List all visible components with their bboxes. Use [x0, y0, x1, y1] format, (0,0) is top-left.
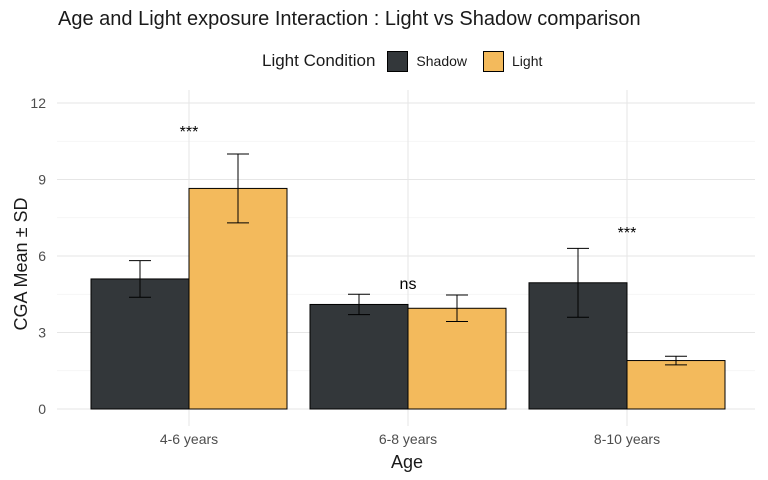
- bar-light-0: [188, 187, 288, 410]
- y-tick-label: 12: [30, 95, 46, 111]
- y-tick-label: 0: [38, 401, 46, 417]
- legend-key-light: [483, 50, 505, 72]
- errorbars-layer: [129, 153, 687, 366]
- bar-light-2: [626, 360, 726, 410]
- legend-title: Light Condition: [262, 51, 376, 70]
- x-tick-label: 6-8 years: [379, 431, 437, 447]
- chart-title: Age and Light exposure Interaction : Lig…: [58, 8, 641, 30]
- y-axis-label: CGA Mean ± SD: [11, 198, 31, 331]
- labels-layer: 0 3 6 9 12 4-6 years 6-8 years 8-10 years *** ns *…: [30, 95, 660, 447]
- y-tick-label: 3: [38, 325, 46, 341]
- bar-shadow-0: [90, 278, 190, 410]
- bar-light-1: [407, 307, 507, 410]
- y-tick-label: 6: [38, 248, 46, 264]
- x-axis-label: Age: [391, 452, 423, 472]
- bars-layer: [90, 187, 726, 410]
- x-tick-label: 4-6 years: [160, 431, 218, 447]
- x-tick-label: 8-10 years: [594, 431, 660, 447]
- bar-shadow-1: [309, 303, 409, 410]
- significance-label: ***: [618, 225, 637, 242]
- legend: Light Condition Shadow Light: [262, 48, 558, 74]
- significance-label: ns: [400, 276, 417, 293]
- legend-label-light: Light: [512, 53, 543, 69]
- legend-label-shadow: Shadow: [416, 53, 468, 69]
- legend-key-shadow: [387, 50, 409, 72]
- significance-label: ***: [180, 124, 199, 141]
- y-tick-label: 9: [38, 172, 46, 188]
